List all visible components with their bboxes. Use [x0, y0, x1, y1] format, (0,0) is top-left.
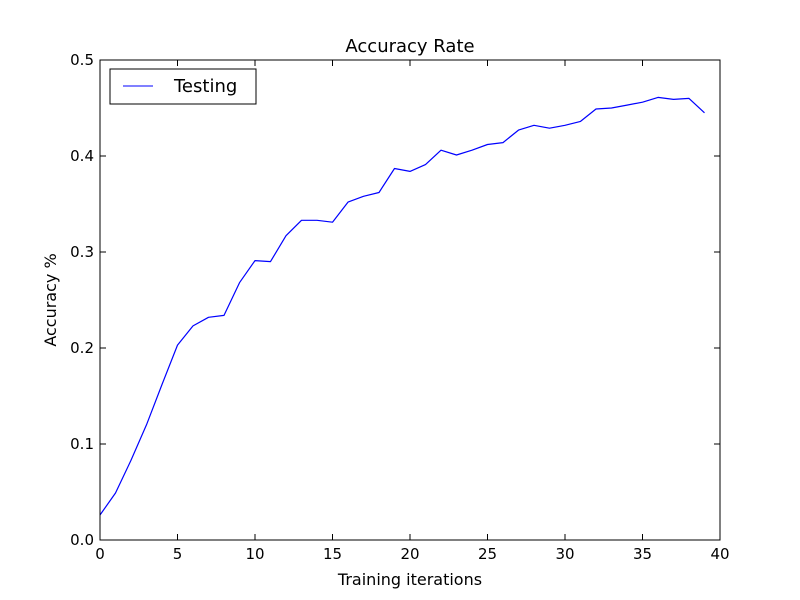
x-tick-label: 10 — [245, 545, 264, 563]
y-tick-label: 0.3 — [70, 243, 94, 261]
axis-ticks: 0 5 10 15 20 25 30 35 40 0.0 0.1 0.2 0.3 0.4 0.5 — [70, 51, 729, 563]
legend: Testing — [109, 68, 257, 105]
legend-label-testing: Testing — [173, 76, 237, 97]
y-tick-label: 0.0 — [70, 531, 94, 549]
y-tick-label: 0.1 — [70, 435, 94, 453]
plot-frame — [99, 59, 721, 541]
x-axis-label: Training iterations — [337, 570, 482, 589]
x-tick-label: 35 — [633, 545, 652, 563]
x-tick-label: 30 — [555, 545, 574, 563]
y-tick-label: 0.4 — [70, 147, 94, 165]
x-tick-label: 25 — [478, 545, 497, 563]
y-tick-label: 0.5 — [70, 51, 94, 69]
y-axis-label: Accuracy % — [41, 253, 60, 346]
x-tick-label: 0 — [95, 545, 105, 563]
x-tick-label: 40 — [710, 545, 729, 563]
x-tick-label: 5 — [173, 545, 183, 563]
x-tick-label: 15 — [323, 545, 342, 563]
y-tick-label: 0.2 — [70, 339, 94, 357]
series-line-testing — [99, 96, 705, 516]
chart-title: Accuracy Rate — [345, 36, 474, 57]
series-layer — [99, 96, 705, 516]
x-tick-label: 20 — [400, 545, 419, 563]
